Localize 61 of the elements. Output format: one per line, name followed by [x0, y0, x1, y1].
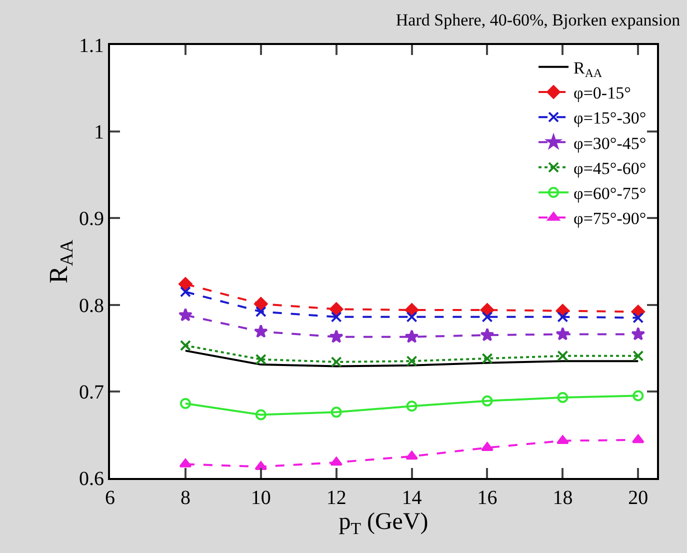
- point: [482, 311, 493, 322]
- point: [480, 303, 494, 317]
- point: [180, 398, 191, 410]
- point: [482, 395, 493, 406]
- x-tick-label: 16: [477, 487, 498, 509]
- point: [632, 390, 644, 402]
- point: [481, 442, 494, 451]
- x-tick-label: 18: [552, 487, 573, 509]
- point: [255, 306, 266, 318]
- point: [406, 400, 418, 412]
- point: [556, 326, 570, 340]
- legend-label: φ=30°-45°: [574, 134, 646, 153]
- y-tick-label: 1: [94, 122, 104, 144]
- point: [556, 435, 569, 444]
- point: [180, 340, 191, 351]
- point: [404, 330, 419, 343]
- y-tick-label: 0.6: [79, 468, 104, 490]
- point: [255, 354, 266, 365]
- point: [254, 324, 268, 338]
- legend-label: φ=60°-75°: [574, 184, 646, 204]
- point: [557, 392, 568, 403]
- point: [632, 312, 644, 324]
- legend-label: φ=45°-60°: [574, 158, 646, 178]
- point: [178, 277, 192, 291]
- legend-label: φ=75°-90°: [574, 209, 646, 228]
- x-tick-label: 6: [105, 487, 115, 509]
- line-series: [184, 350, 640, 368]
- x-tick-label: 20: [628, 487, 648, 509]
- point: [254, 297, 268, 311]
- legend-label: R$_{AA}$: [574, 58, 602, 80]
- point: [255, 409, 266, 420]
- x-tick-label: 10: [250, 487, 271, 509]
- legend-label: φ=0-15°: [574, 84, 631, 103]
- point: [480, 328, 494, 342]
- point: [180, 286, 191, 298]
- point: [329, 302, 344, 316]
- point: [632, 434, 644, 444]
- point: [631, 326, 646, 340]
- y-tick-label: 0.9: [79, 208, 104, 230]
- point: [406, 356, 418, 367]
- x-axis-title: p$_{T}$ (GeV): [338, 509, 428, 538]
- point: [330, 356, 342, 368]
- point: [330, 311, 342, 322]
- x-tick-label: 14: [402, 487, 422, 509]
- y-tick-label: 0.8: [79, 294, 104, 317]
- point: [330, 456, 343, 466]
- x-tick-label: 12: [326, 487, 346, 509]
- point: [329, 330, 344, 343]
- point: [557, 350, 568, 362]
- point: [406, 311, 418, 322]
- point: [482, 352, 493, 364]
- point: [557, 311, 568, 322]
- point: [406, 450, 418, 460]
- point: [178, 308, 192, 322]
- x-tick-label: 8: [180, 487, 190, 509]
- legend-label: φ=15°-30°: [574, 108, 646, 128]
- point: [330, 406, 342, 418]
- y-tick-label: 0.7: [79, 381, 104, 404]
- chart-title: Hard Sphere, 40-60%, Bjorken expansion: [396, 10, 681, 30]
- point: [632, 350, 644, 362]
- y-tick-label: 1.1: [79, 35, 104, 57]
